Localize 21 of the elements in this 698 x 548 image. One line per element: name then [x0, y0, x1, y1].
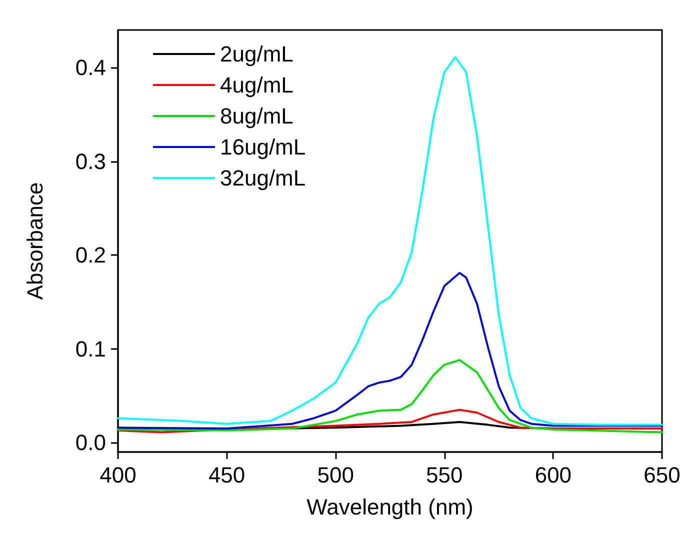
y-tick-label: 0.2 — [75, 242, 106, 268]
x-tick-label: 500 — [317, 462, 354, 488]
line-series — [117, 359, 663, 434]
legend-label: 32ug/mL — [220, 166, 306, 190]
line-series — [117, 272, 663, 430]
y-tick-label: 0.1 — [75, 336, 106, 362]
line-series — [117, 408, 663, 434]
legend-label: 8ug/mL — [220, 104, 294, 128]
legend-label: 4ug/mL — [220, 72, 294, 98]
x-tick-label: 550 — [426, 462, 463, 488]
y-axis-title: Absorbance — [22, 182, 48, 300]
legend-label: 16ug/mL — [220, 134, 306, 160]
y-tick-label: 0.4 — [75, 55, 106, 80]
x-tick-label: 600 — [534, 462, 572, 488]
legend-label: 2ug/mL — [220, 42, 294, 66]
y-tick-label: 0.3 — [75, 148, 106, 174]
x-tick-label: 650 — [644, 462, 680, 488]
x-tick-label: 450 — [208, 462, 246, 488]
x-tick-label: 400 — [100, 462, 136, 488]
x-axis-title: Wavelength (nm) — [306, 494, 474, 520]
y-tick-label: 0.0 — [75, 430, 106, 456]
